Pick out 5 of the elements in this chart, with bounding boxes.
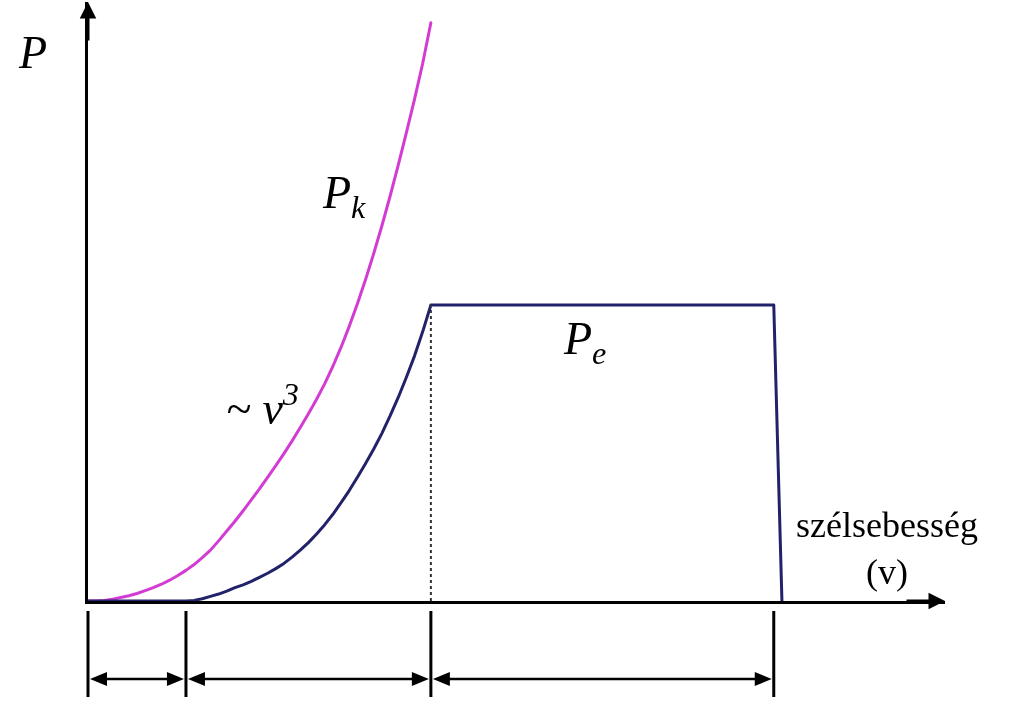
series-label: P$_{e}$	[563, 313, 607, 371]
y-axis-title: P	[18, 27, 48, 78]
series-label: P$_{k}$	[322, 167, 367, 225]
x-axis-title: szélsebesség (v)	[796, 505, 978, 592]
annotation: ~ v$^{3}$	[226, 376, 299, 435]
